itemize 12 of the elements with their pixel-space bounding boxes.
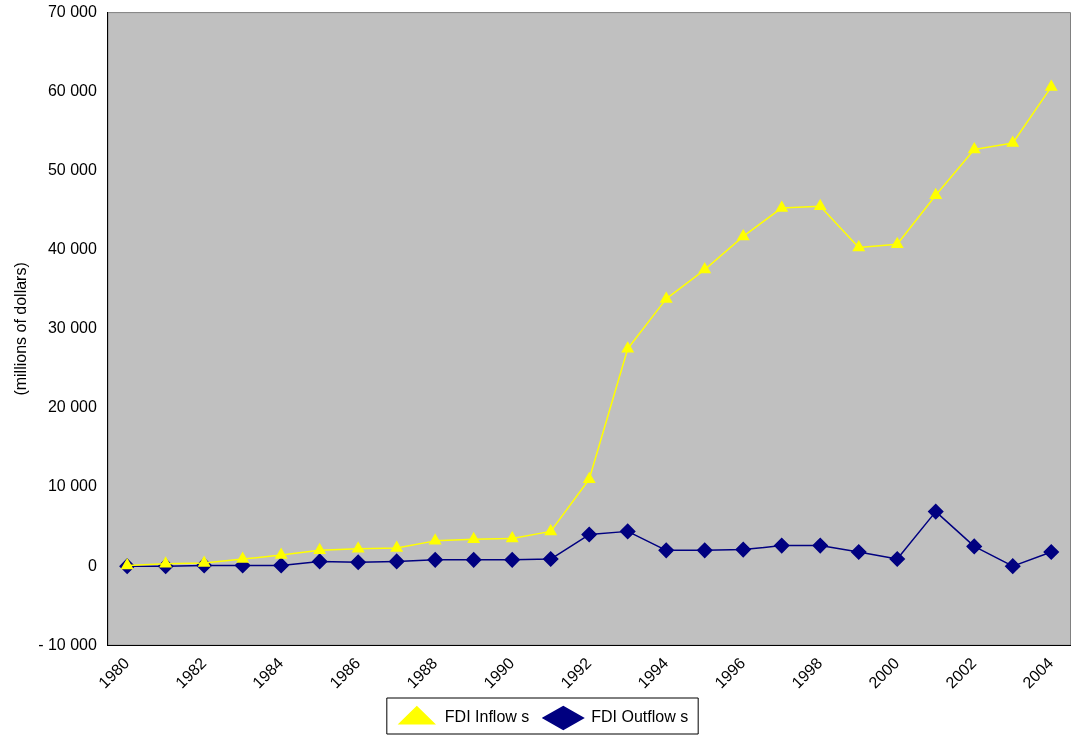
y-tick-label: 50 000 (47, 161, 98, 179)
y-tick-label: 10 000 (47, 477, 98, 495)
legend-label: FDI Inflow s (444, 708, 530, 726)
y-tick-label: 70 000 (47, 3, 98, 21)
y-tick-label: 20 000 (47, 398, 98, 416)
y-tick-label: 30 000 (47, 319, 98, 337)
legend-label: FDI Outflow s (591, 708, 689, 726)
y-axis-title: (millions of dollars) (12, 262, 30, 396)
y-tick-label: 40 000 (47, 240, 98, 258)
y-tick-label: - 10 000 (38, 635, 97, 653)
y-tick-label: 0 (88, 556, 97, 574)
y-tick-label: 60 000 (47, 82, 98, 100)
